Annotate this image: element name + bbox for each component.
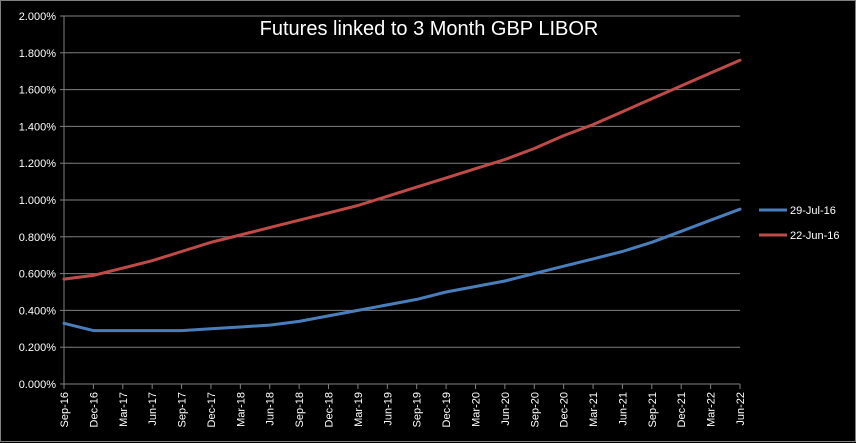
x-tick-label: Mar-22 (706, 392, 718, 427)
x-tick-label: Dec-20 (559, 392, 571, 427)
x-tick-label: Sep-19 (412, 392, 424, 427)
axes: 0.000% 0.200% 0.400% 0.600% 0.800% 1.000% 1.20… (19, 11, 747, 427)
x-tick-label: Jun-18 (265, 392, 277, 426)
y-tick-label: 0.200% (19, 342, 57, 354)
y-tick-label: 1.400% (19, 121, 57, 133)
x-tick-label: Mar-21 (588, 392, 600, 427)
series-line-22-Jun-16 (62, 58, 742, 281)
x-tick-label: Jun-21 (617, 392, 629, 426)
series-line-29-Jul-16 (62, 207, 742, 333)
x-tick-label: Dec-16 (88, 392, 100, 427)
y-tick-label: 1.000% (19, 195, 57, 207)
x-tick-label: Sep-21 (647, 392, 659, 427)
x-tick-label: Mar-18 (235, 392, 247, 427)
legend-label: 29-Jul-16 (790, 205, 836, 217)
x-tick-label: Dec-18 (324, 392, 336, 427)
y-tick-label: 0.600% (19, 269, 57, 281)
gridlines (64, 15, 740, 385)
x-tick-label: Sep-20 (529, 392, 541, 427)
y-tick-label: 1.600% (19, 85, 57, 97)
x-tick-label: Mar-17 (118, 392, 130, 427)
x-tick-label: Jun-17 (147, 392, 159, 426)
y-tick-label: 1.800% (19, 48, 57, 60)
x-tick-label: Dec-21 (676, 392, 688, 427)
x-tick-label: Dec-19 (441, 392, 453, 427)
x-tick-label: Mar-20 (470, 392, 482, 427)
y-tick-label: 1.200% (19, 158, 57, 170)
x-tick-label: Sep-17 (177, 392, 189, 427)
y-tick-label: 0.000% (19, 379, 57, 391)
x-tick-label: Jun-19 (382, 392, 394, 426)
x-tick-label: Sep-16 (59, 392, 71, 427)
y-tick-label: 0.800% (19, 232, 57, 244)
chart-title: Futures linked to 3 Month GBP LIBOR (260, 18, 599, 40)
x-tick-label: Jun-20 (500, 392, 512, 426)
y-tick-label: 2.000% (19, 11, 57, 23)
legend-label: 22-Jun-16 (790, 230, 840, 242)
x-tick-label: Jun-22 (735, 392, 747, 426)
y-tick-label: 0.400% (19, 305, 57, 317)
series-lines (62, 58, 742, 333)
x-tick-label: Sep-18 (294, 392, 306, 427)
legend: 29-Jul-16 22-Jun-16 (759, 205, 840, 242)
x-tick-label: Dec-17 (206, 392, 218, 427)
x-tick-label: Mar-19 (353, 392, 365, 427)
